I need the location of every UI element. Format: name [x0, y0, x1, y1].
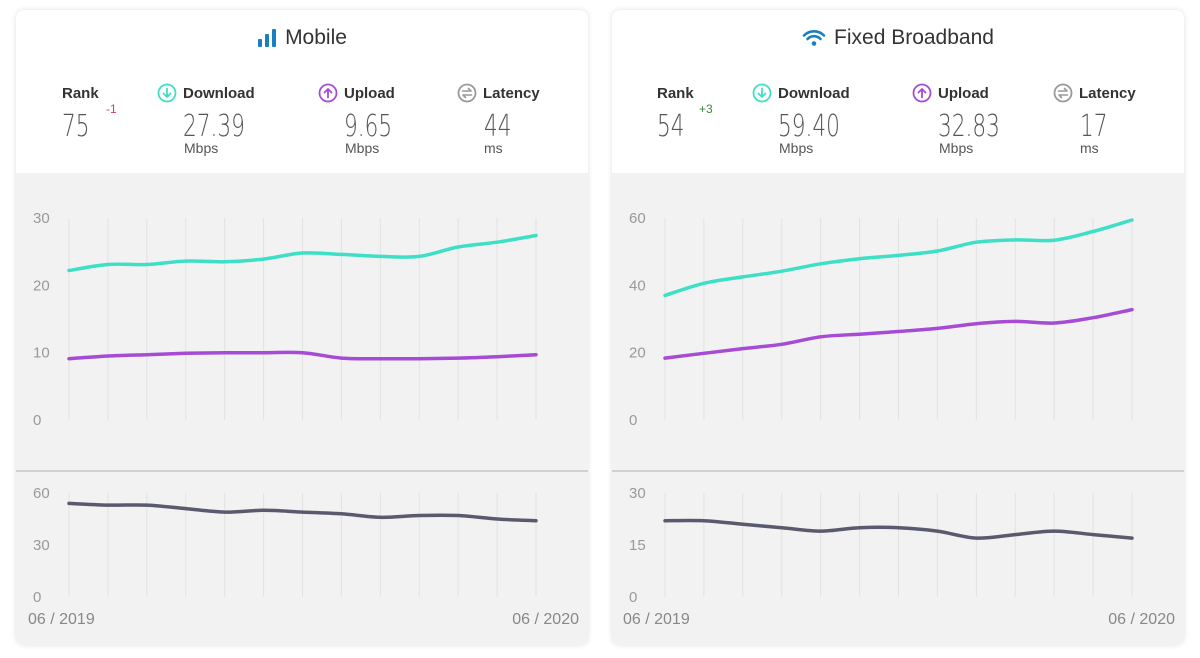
mobile-rank: Rank 75: [62, 82, 100, 144]
mobile-speed-chart: 0 10 20 30: [33, 210, 538, 429]
fixed-latency: Latency 17 ms: [1053, 82, 1136, 156]
latency-arrows-icon: [457, 83, 477, 103]
latency-unit: ms: [1080, 140, 1099, 156]
mobile-speed-ytick-label: 10: [33, 345, 50, 362]
fixed-chart-area: 0 20 40 60 0 15 30: [612, 173, 1184, 645]
date-start: 06 / 2019: [28, 611, 95, 628]
download-arrow-icon: [157, 83, 177, 103]
mobile-download: Download 27.39 Mbps: [157, 82, 269, 156]
upload-arrow-icon: [912, 83, 932, 103]
fixed-title-text: Fixed Broadband: [834, 26, 994, 49]
fixed-speed-ytick-label: 20: [629, 345, 646, 362]
upload-value: 9.65: [344, 109, 393, 144]
latency-unit: ms: [484, 140, 503, 156]
fixed-latency-ytick-label: 30: [629, 485, 646, 502]
fixed-title: Fixed Broadband: [612, 26, 1184, 50]
rank-value: 54: [657, 109, 685, 144]
mobile-title-text: Mobile: [285, 26, 347, 49]
download-label: Download: [778, 84, 850, 102]
fixed-speed-download-line: [663, 218, 1134, 298]
upload-value: 32.83: [938, 109, 1000, 144]
fixed-download: Download 59.40 Mbps: [752, 82, 864, 156]
download-unit: Mbps: [184, 140, 219, 156]
mobile-title: Mobile: [16, 26, 588, 50]
latency-arrows-icon: [1053, 83, 1073, 103]
mobile-speed-ytick-label: 0: [33, 412, 41, 429]
date-end: 06 / 2020: [512, 611, 579, 628]
fixed-latency-latency-line: [663, 518, 1134, 540]
upload-unit: Mbps: [939, 140, 974, 156]
fixed-speed-upload-line: [663, 307, 1134, 360]
mobile-speed-download-line: [67, 233, 538, 273]
mobile-latency-ytick-label: 30: [33, 537, 50, 554]
download-value: 59.40: [778, 109, 840, 144]
fixed-speed-chart: 0 20 40 60: [629, 210, 1134, 429]
date-start: 06 / 2019: [623, 611, 690, 628]
mobile-card: Mobile Rank 75 -1 Download 27.39 Mbps: [16, 10, 588, 645]
fixed-header: Fixed Broadband Rank 54 +3 Download 59.4…: [612, 10, 1184, 173]
mobile-header: Mobile Rank 75 -1 Download 27.39 Mbps: [16, 10, 588, 173]
rank-delta: -1: [106, 102, 117, 116]
fixed-latency-ytick-label: 0: [629, 589, 637, 606]
latency-value: 44: [484, 109, 512, 144]
upload-label: Upload: [938, 84, 989, 102]
mobile-speed-upload-line: [67, 350, 538, 361]
latency-value: 17: [1080, 109, 1108, 144]
latency-label: Latency: [1079, 84, 1136, 102]
mobile-speed-ytick-label: 20: [33, 277, 50, 294]
fixed-latency-ytick-label: 15: [629, 537, 646, 554]
rank-value: 75: [62, 109, 90, 144]
date-end: 06 / 2020: [1108, 611, 1175, 628]
mobile-latency-ytick-label: 0: [33, 589, 41, 606]
fixed-card: Fixed Broadband Rank 54 +3 Download 59.4…: [612, 10, 1184, 645]
mobile-upload: Upload 9.65 Mbps: [318, 82, 411, 156]
rank-delta: +3: [699, 102, 713, 116]
fixed-rank: Rank 54: [657, 82, 695, 144]
download-unit: Mbps: [779, 140, 814, 156]
download-arrow-icon: [752, 83, 772, 103]
mobile-chart-area: 0 10 20 30 0 30 60: [16, 173, 588, 645]
latency-label: Latency: [483, 84, 540, 102]
mobile-latency-ytick-label: 60: [33, 485, 50, 502]
upload-arrow-icon: [318, 83, 338, 103]
rank-label: Rank: [657, 84, 694, 102]
fixed-latency-chart: 0 15 30: [629, 485, 1134, 606]
rank-label: Rank: [62, 84, 99, 102]
upload-unit: Mbps: [345, 140, 380, 156]
mobile-charts: 0 10 20 30 0 30 60: [16, 210, 588, 606]
wifi-icon: [802, 30, 826, 46]
download-value: 27.39: [183, 109, 245, 144]
fixed-speed-ytick-label: 60: [629, 210, 646, 227]
upload-label: Upload: [344, 84, 395, 102]
signal-bars-icon: [258, 29, 277, 47]
fixed-speed-ytick-label: 40: [629, 277, 646, 294]
download-label: Download: [183, 84, 255, 102]
mobile-speed-ytick-label: 30: [33, 210, 50, 227]
mobile-latency-latency-line: [67, 501, 538, 523]
fixed-charts: 0 20 40 60 0 15 30: [612, 210, 1184, 606]
mobile-latency: Latency 44 ms: [457, 82, 540, 156]
fixed-speed-ytick-label: 0: [629, 412, 637, 429]
fixed-upload: Upload 32.83 Mbps: [912, 82, 1024, 156]
mobile-latency-chart: 0 30 60: [33, 485, 538, 606]
